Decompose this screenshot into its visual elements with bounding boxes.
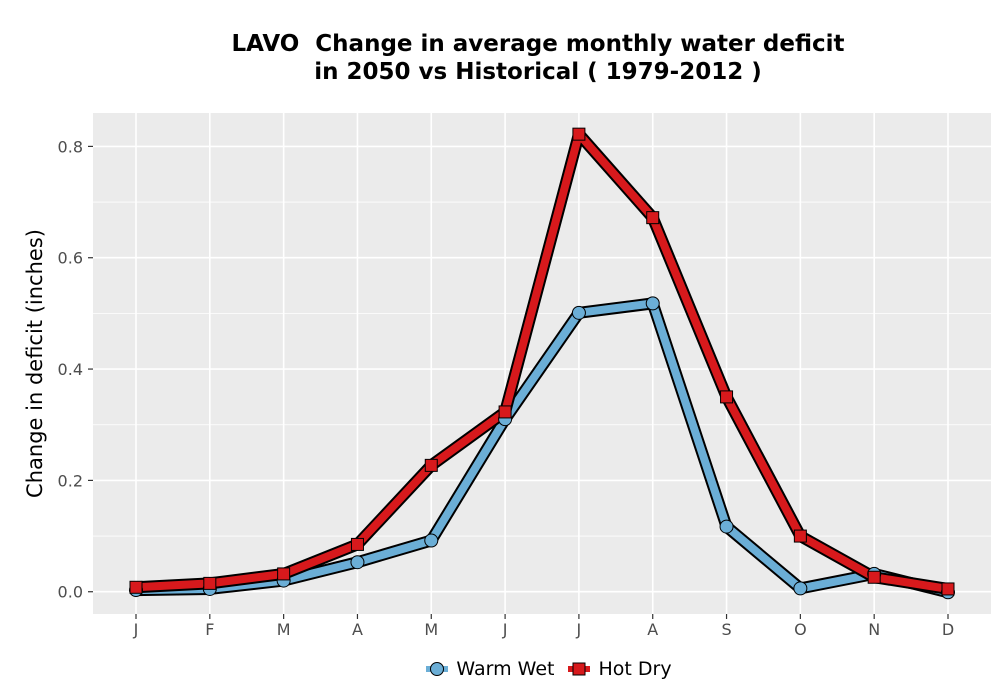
- x-tick-label: D: [942, 620, 954, 639]
- x-tick-label: J: [133, 620, 139, 639]
- x-tick-label: M: [424, 620, 438, 639]
- hot-dry-point: [498, 405, 512, 419]
- hot-dry-point: [350, 537, 364, 551]
- warm-wet-point: [350, 555, 365, 570]
- warm-wet-legend-key: [426, 662, 449, 676]
- chart-title-line-2: in 2050 vs Historical ( 1979-2012 ): [314, 59, 762, 85]
- y-axis: 0.0 0.2 0.4 0.6 0.8: [58, 137, 93, 602]
- x-tick-label: S: [721, 620, 731, 639]
- series-layer: [129, 127, 955, 600]
- y-tick-label: 0.0: [58, 583, 83, 602]
- hot-dry-point: [793, 529, 807, 543]
- hot-dry-point: [867, 570, 881, 584]
- hot-dry-legend-key: [568, 662, 591, 676]
- chart-title-line-1: LAVO Change in average monthly water def…: [231, 31, 845, 57]
- x-tick-label: J: [502, 620, 508, 639]
- hot-dry-point: [277, 567, 291, 581]
- x-tick-label: N: [868, 620, 880, 639]
- warm-wet-point: [424, 533, 439, 548]
- warm-wet-point: [571, 305, 586, 320]
- legend-item-warm-wet: Warm Wet: [426, 658, 554, 680]
- y-axis-title: Change in deficit (inches): [23, 229, 47, 498]
- x-tick-label: A: [647, 620, 658, 639]
- hot-dry-line: [132, 130, 952, 593]
- minor-gridlines: [93, 201, 991, 537]
- legend: Warm Wet Hot Dry: [0, 658, 1000, 680]
- legend-item-hot-dry: Hot Dry: [568, 658, 672, 680]
- hot-dry-point: [941, 582, 955, 596]
- hot-dry-point: [129, 580, 143, 594]
- hot-dry-point: [646, 211, 660, 225]
- warm-wet-line: [132, 299, 952, 597]
- line-chart: 0.0 0.2 0.4 0.6 0.8 J F M A M J J A S O N D Change in d…: [23, 113, 991, 639]
- legend-label-warm-wet: Warm Wet: [456, 658, 555, 680]
- warm-wet-point: [719, 519, 734, 534]
- x-tick-label: M: [277, 620, 291, 639]
- x-tick-label: J: [576, 620, 582, 639]
- x-tick-label: A: [352, 620, 363, 639]
- y-tick-label: 0.6: [58, 249, 83, 268]
- major-gridlines: [93, 113, 991, 614]
- hot-dry-point: [203, 576, 217, 590]
- hot-dry-point: [720, 390, 734, 404]
- y-tick-label: 0.4: [58, 360, 83, 379]
- legend-label-hot-dry: Hot Dry: [598, 658, 672, 680]
- y-tick-label: 0.8: [58, 137, 83, 156]
- warm-wet-point: [793, 581, 808, 596]
- y-tick-label: 0.2: [58, 471, 83, 490]
- x-tick-label: F: [205, 620, 214, 639]
- x-tick-label: O: [794, 620, 807, 639]
- hot-dry-point: [424, 458, 438, 472]
- chart-title: LAVO Change in average monthly water def…: [0, 30, 1000, 86]
- warm-wet-point: [645, 296, 660, 311]
- hot-dry-point: [572, 127, 586, 141]
